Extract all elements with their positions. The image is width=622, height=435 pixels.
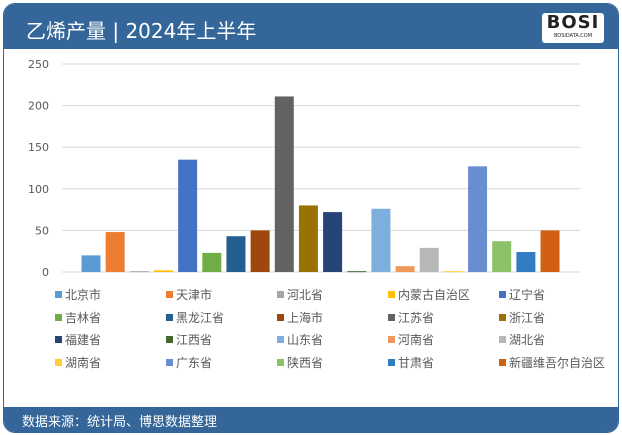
legend-item: 辽宁省	[499, 286, 545, 303]
legend-swatch	[388, 291, 395, 298]
legend-swatch	[55, 313, 62, 321]
legend-swatch	[277, 336, 284, 344]
legend-item: 吉林省	[55, 309, 101, 326]
legend-swatch	[277, 313, 284, 321]
bar-湖北省	[419, 247, 439, 272]
bar-江苏省	[274, 96, 294, 272]
legend-swatch	[388, 359, 395, 367]
legend-item: 内蒙古自治区	[388, 286, 470, 303]
legend-swatch	[499, 313, 506, 321]
legend-item: 福建省	[55, 331, 101, 348]
legend-label: 河南省	[398, 333, 435, 348]
y-tick-label: 50	[35, 224, 49, 237]
legend-swatch	[55, 291, 62, 298]
header-bar: 乙烯产量 | 2024年上半年 BOSI BOSIDATA.COM	[4, 4, 618, 49]
legend-label: 湖南省	[65, 356, 102, 371]
legend-swatch	[277, 291, 284, 298]
legend-label: 陕西省	[287, 356, 324, 371]
legend-swatch	[166, 336, 173, 344]
legend-item: 上海市	[277, 309, 323, 326]
legend-item: 山东省	[277, 331, 323, 348]
legend-item: 北京市	[55, 286, 101, 303]
chart-card: 乙烯产量 | 2024年上半年 BOSI BOSIDATA.COM 数据来源：统…	[3, 3, 619, 433]
bar-河南省	[395, 266, 415, 272]
chart-title: 乙烯产量 | 2024年上半年	[26, 19, 257, 43]
bar-辽宁省	[178, 159, 198, 272]
y-tick-label: 150	[28, 141, 49, 154]
bar-上海市	[250, 230, 270, 272]
legend-label: 甘肃省	[398, 356, 435, 371]
legend-item: 河北省	[277, 286, 323, 303]
legend-item: 河南省	[388, 331, 434, 348]
legend-swatch	[166, 291, 173, 298]
legend-label: 江苏省	[398, 310, 435, 325]
legend-item: 江西省	[166, 331, 212, 348]
legend-swatch	[388, 313, 395, 321]
bar-黑龙江省	[226, 236, 246, 272]
y-tick-label: 250	[28, 58, 49, 71]
legend-label: 上海市	[287, 310, 324, 325]
y-tick-label: 200	[28, 100, 49, 113]
legend-item: 甘肃省	[388, 354, 434, 371]
legend-label: 辽宁省	[509, 288, 546, 302]
legend-label: 福建省	[65, 333, 102, 348]
legend-label: 内蒙古自治区	[398, 288, 471, 302]
legend-label: 北京市	[65, 288, 102, 302]
legend-label: 河北省	[287, 288, 324, 302]
legend-label: 江西省	[176, 333, 213, 348]
legend-swatch	[55, 336, 62, 344]
bar-新疆维吾尔自治区	[540, 230, 560, 272]
legend-item: 广东省	[166, 354, 212, 371]
legend-swatch	[499, 359, 506, 367]
legend-label: 天津市	[176, 288, 213, 302]
footer-bar: 数据来源：统计局、博思数据整理	[4, 407, 618, 432]
bar-天津市	[105, 232, 125, 272]
bar-河北省	[129, 271, 149, 273]
legend-swatch	[55, 359, 62, 367]
bar-江西省	[347, 271, 367, 273]
legend-swatch	[499, 336, 506, 344]
legend-item: 新疆维吾尔自治区	[499, 354, 605, 371]
legend-item: 浙江省	[499, 309, 545, 326]
legend-item: 陕西省	[277, 354, 323, 371]
bar-福建省	[323, 212, 343, 272]
y-tick-label: 0	[42, 266, 49, 279]
legend-label: 山东省	[287, 333, 324, 348]
legend-swatch	[166, 313, 173, 321]
bar-吉林省	[202, 252, 222, 272]
bar-浙江省	[298, 205, 318, 272]
legend-item: 湖南省	[55, 354, 101, 371]
bar-北京市	[81, 255, 101, 272]
legend-swatch	[166, 359, 173, 367]
legend-item: 江苏省	[388, 309, 434, 326]
legend-label: 浙江省	[509, 310, 546, 325]
legend-item: 天津市	[166, 286, 212, 303]
legend-label: 广东省	[176, 356, 213, 371]
y-tick-label: 100	[28, 183, 49, 196]
legend-label: 湖北省	[509, 333, 546, 348]
legend-item: 黑龙江省	[166, 309, 224, 326]
legend-swatch	[499, 291, 506, 298]
legend-item: 湖北省	[499, 331, 545, 348]
legend-label: 吉林省	[65, 310, 102, 325]
legend-swatch	[388, 336, 395, 344]
bar-陕西省	[492, 241, 512, 272]
bar-山东省	[371, 208, 391, 272]
bar-广东省	[468, 166, 488, 272]
legend-swatch	[277, 359, 284, 367]
legend-label: 新疆维吾尔自治区	[509, 356, 606, 371]
bar-内蒙古自治区	[153, 270, 173, 272]
bar-甘肃省	[516, 252, 536, 272]
bosi-logo: BOSI BOSIDATA.COM	[542, 13, 604, 43]
legend-label: 黑龙江省	[176, 310, 225, 325]
bar-湖南省	[443, 271, 463, 273]
data-source: 数据来源：统计局、博思数据整理	[22, 415, 218, 430]
